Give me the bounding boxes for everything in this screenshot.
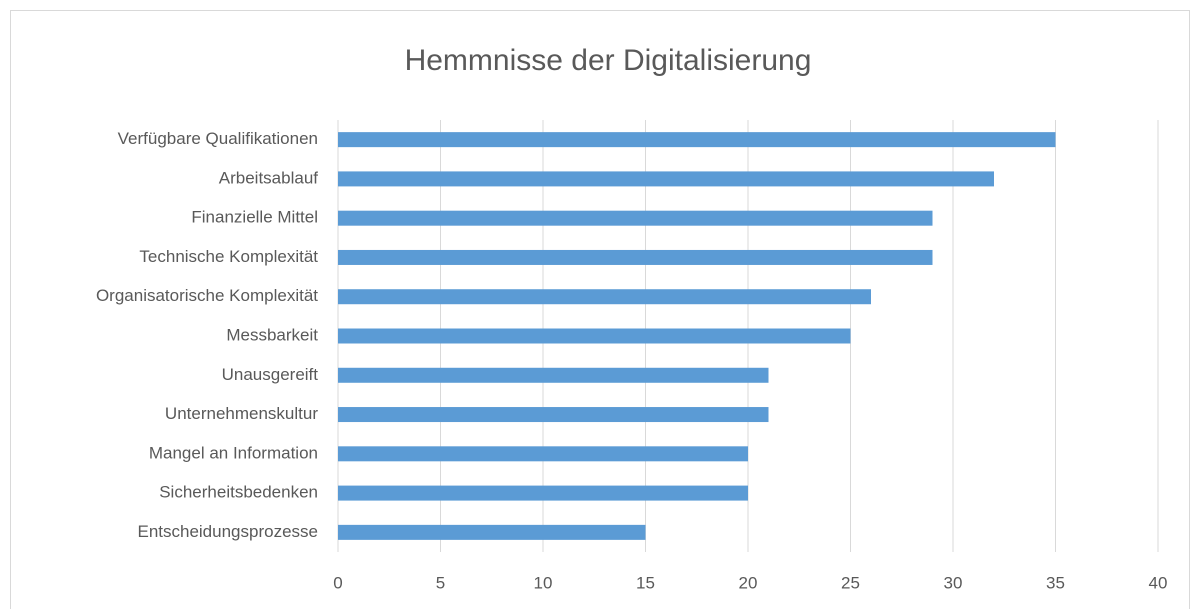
bar — [338, 524, 646, 540]
bar — [338, 171, 994, 187]
x-tick-label: 15 — [636, 573, 655, 592]
bar — [338, 485, 748, 501]
y-tick-label: Finanzielle Mittel — [191, 208, 318, 227]
bar — [338, 367, 769, 383]
x-tick-label: 5 — [436, 573, 445, 592]
y-tick-label: Unternehmenskultur — [165, 404, 318, 423]
y-tick-label: Unausgereift — [222, 365, 319, 384]
bar — [338, 407, 769, 423]
x-tick-label: 25 — [841, 573, 860, 592]
bar — [338, 289, 871, 305]
y-tick-label: Organisatorische Komplexität — [96, 286, 318, 305]
y-tick-label: Messbarkeit — [226, 325, 318, 344]
x-tick-label: 0 — [333, 573, 342, 592]
y-tick-label: Sicherheitsbedenken — [159, 483, 318, 502]
bar — [338, 210, 933, 226]
bar — [338, 132, 1056, 148]
bar — [338, 249, 933, 265]
y-tick-label: Mangel an Information — [149, 443, 318, 462]
bar — [338, 328, 851, 344]
y-tick-label: Entscheidungsprozesse — [137, 522, 318, 541]
x-tick-label: 30 — [944, 573, 963, 592]
x-tick-label: 40 — [1149, 573, 1168, 592]
x-tick-label: 35 — [1046, 573, 1065, 592]
chart-title: Hemmnisse der Digitalisierung — [405, 44, 812, 77]
y-tick-label: Arbeitsablauf — [219, 168, 319, 187]
chart-border — [10, 10, 1190, 609]
x-tick-label: 20 — [739, 573, 758, 592]
y-tick-label: Verfügbare Qualifikationen — [118, 129, 318, 148]
y-tick-label: Technische Komplexität — [139, 247, 318, 266]
x-tick-label: 10 — [534, 573, 553, 592]
bar — [338, 446, 748, 462]
